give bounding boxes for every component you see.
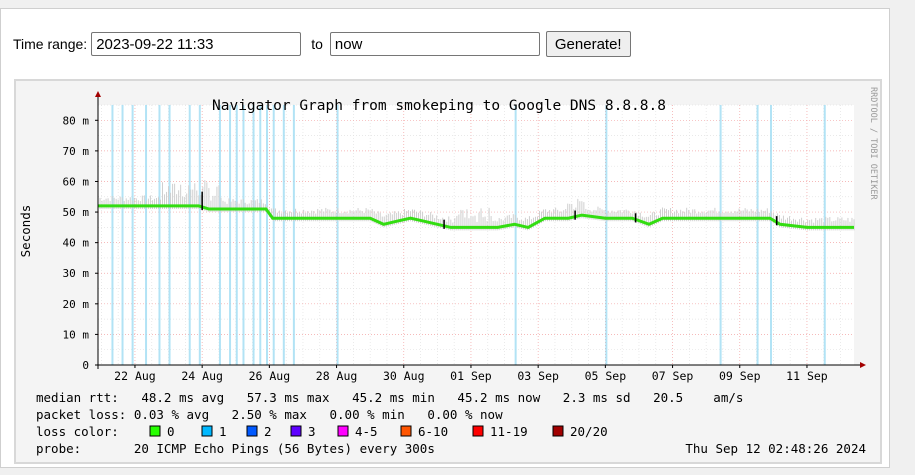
y-tick-label: 60 m (63, 175, 90, 188)
x-tick-label: 03 Sep (517, 369, 559, 383)
y-tick-label: 40 m (63, 237, 90, 250)
x-tick-label: 07 Sep (652, 369, 694, 383)
median-rtt-line (98, 204, 854, 229)
loss-event-bar (218, 105, 221, 365)
y-tick-label: 70 m (63, 145, 90, 158)
loss-event-bar (823, 105, 826, 365)
generate-button[interactable]: Generate! (545, 31, 631, 57)
y-axis-label: Seconds (18, 205, 33, 258)
loss-color-swatch (400, 425, 412, 437)
loss-event-bar (235, 105, 238, 365)
loss-event-bar (121, 105, 124, 365)
time-range-from-input[interactable] (91, 32, 302, 56)
loss-event-bar (111, 105, 114, 365)
y-tick-label: 10 m (63, 328, 90, 341)
loss-color-label-item: 6-10 (418, 424, 448, 439)
smokeping-graph: 0 10 m 20 m 30 m 40 m 50 m 60 m 70 m 80 m 22 Aug… (14, 79, 882, 464)
latency-chart: 0 10 m 20 m 30 m 40 m 50 m 60 m 70 m 80 m 22 Aug… (16, 81, 880, 462)
loss-event-bar (266, 105, 268, 365)
y-tick-labels: 0 10 m 20 m 30 m 40 m 50 m 60 m 70 m 80 m (63, 114, 98, 372)
y-tick-label: 0 (82, 359, 89, 372)
loss-color-label-item: 1 (219, 424, 227, 439)
x-tick-label: 28 Aug (316, 369, 358, 383)
probe-info: probe: 20 ICMP Echo Pings (56 Bytes) eve… (36, 441, 435, 456)
x-tick-label: 24 Aug (181, 369, 223, 383)
x-tick-label: 11 Sep (786, 369, 828, 383)
loss-event-bar (131, 105, 134, 365)
chart-title: Navigator Graph from smokeping to Google… (212, 98, 666, 114)
plot-area (98, 105, 854, 365)
loss-color-label: loss color: (36, 424, 119, 439)
median-rtt-stats: median rtt: 48.2 ms avg 57.3 ms max 45.2… (36, 390, 743, 405)
loss-event-bar (282, 105, 285, 365)
y-tick-label: 80 m (63, 114, 90, 127)
time-range-toolbar: Time range: to Generate! (13, 29, 631, 59)
loss-color-swatch (337, 425, 349, 437)
loss-color-swatch (149, 425, 161, 437)
loss-color-legend: 0 1 2 3 4-5 6-10 11-19 20/20 (149, 424, 608, 439)
loss-color-label-item: 2 (264, 424, 272, 439)
loss-event-bar (168, 105, 171, 365)
loss-color-swatch (246, 425, 258, 437)
x-tick-label: 22 Aug (114, 369, 156, 383)
x-tick-label: 05 Sep (585, 369, 627, 383)
time-range-label: Time range: (13, 36, 88, 52)
loss-color-swatch (201, 425, 213, 437)
y-tick-label: 50 m (63, 206, 90, 219)
loss-event-bar (145, 105, 148, 365)
loss-color-label-item: 3 (308, 424, 316, 439)
main-panel: Time range: to Generate! 0 10 m 20 m 30 m 40… (0, 8, 890, 468)
y-tick-label: 20 m (63, 298, 90, 311)
loss-event-bar (252, 105, 255, 365)
axes (95, 91, 866, 369)
x-tick-label: 01 Sep (450, 369, 492, 383)
rrdtool-credit: RRDTOOL / TOBI OETIKER (868, 87, 878, 200)
loss-event-bars (111, 105, 826, 365)
loss-event-bar (336, 105, 339, 365)
loss-event-bar (756, 105, 759, 365)
loss-event-bar (242, 105, 245, 365)
x-tick-label: 30 Aug (383, 369, 425, 383)
loss-event-bar (292, 105, 295, 365)
loss-event-bar (158, 105, 161, 365)
loss-event-bar (198, 105, 201, 365)
to-label: to (311, 36, 323, 52)
median-rtt-series (98, 191, 854, 229)
loss-color-swatch (472, 425, 484, 437)
loss-event-bar (259, 105, 262, 365)
loss-event-bar (605, 105, 608, 365)
loss-color-swatch (290, 425, 302, 437)
loss-color-label-item: 4-5 (355, 424, 378, 439)
loss-event-bar (188, 105, 191, 365)
y-tick-label: 30 m (63, 267, 90, 280)
loss-color-label-item: 11-19 (490, 424, 528, 439)
loss-event-bar (719, 105, 722, 365)
loss-color-label-item: 0 (167, 424, 175, 439)
y-axis-arrow (95, 91, 101, 97)
x-tick-labels: 22 Aug 24 Aug 26 Aug 28 Aug 30 Aug 01 Sep 03 S… (114, 365, 828, 383)
loss-event-bar (229, 105, 232, 365)
loss-event-bar (770, 105, 772, 365)
x-axis-arrow (860, 362, 866, 368)
packet-loss-stats: packet loss: 0.03 % avg 2.50 % max 0.00 … (36, 407, 503, 422)
time-range-to-input[interactable] (329, 32, 540, 56)
x-tick-label: 09 Sep (719, 369, 761, 383)
graph-timestamp: Thu Sep 12 02:48:26 2024 (685, 441, 866, 456)
loss-color-swatch (552, 425, 564, 437)
loss-event-bar (272, 105, 275, 365)
loss-color-label-item: 20/20 (570, 424, 608, 439)
x-tick-label: 26 Aug (249, 369, 291, 383)
loss-event-bar (514, 105, 517, 365)
